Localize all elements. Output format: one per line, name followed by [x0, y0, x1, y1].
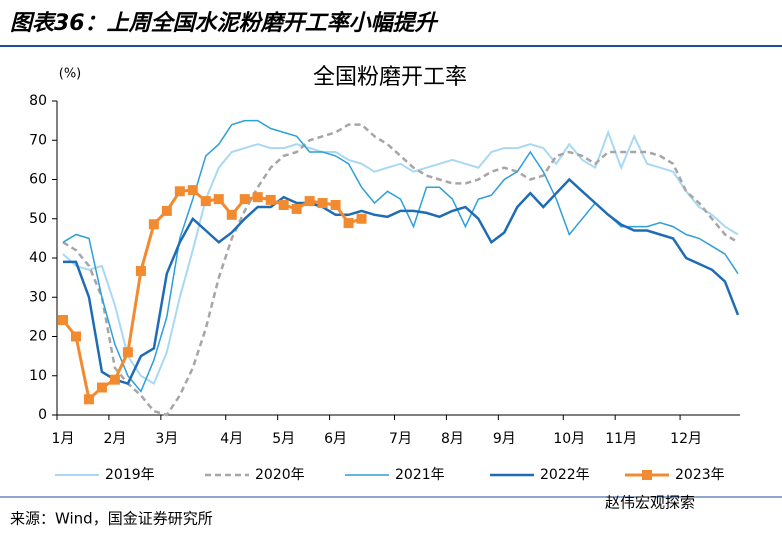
point-marker — [174, 186, 185, 197]
series-line — [61, 188, 363, 403]
point-marker — [122, 347, 133, 358]
y-tick-label: 70 — [29, 132, 47, 148]
y-tick-label: 60 — [29, 172, 47, 188]
point-marker — [96, 382, 107, 393]
series-line — [62, 129, 739, 386]
point-marker — [239, 194, 250, 205]
legend-label: 2021年 — [395, 467, 445, 483]
legend-label: 2023年 — [675, 467, 725, 483]
point-marker — [70, 331, 81, 342]
legend-marker — [642, 470, 652, 480]
x-tick-label: 2月 — [103, 431, 126, 447]
legend-label: 2022年 — [540, 467, 590, 483]
x-tick-label: 3月 — [155, 431, 178, 447]
point-marker — [58, 315, 68, 326]
legend-label: 2020年 — [255, 467, 305, 483]
series-line — [63, 177, 740, 386]
point-marker — [148, 219, 159, 230]
x-tick-label: 11月 — [605, 431, 637, 447]
x-tick-label: 4月 — [220, 431, 243, 447]
chart-title: 全国粉磨开工率 — [313, 65, 467, 90]
point-marker — [252, 192, 263, 203]
point-marker — [83, 394, 94, 405]
y-tick-label: 30 — [29, 289, 47, 305]
point-marker — [109, 374, 120, 385]
point-marker — [278, 200, 289, 211]
x-tick-label: 7月 — [389, 431, 412, 447]
series-line — [62, 119, 739, 393]
source: 来源：Wind，国金证券研究所 — [10, 510, 213, 528]
y-tick-label: 50 — [29, 211, 47, 227]
series-line — [62, 123, 739, 417]
y-tick-label: 0 — [38, 407, 47, 423]
y-tick-label: 20 — [29, 329, 47, 345]
header: 图表36：上周全国水泥粉磨开工率小幅提升 — [10, 10, 439, 36]
point-marker — [317, 198, 328, 209]
point-marker — [226, 209, 237, 220]
point-marker — [187, 185, 198, 196]
point-marker — [330, 200, 341, 211]
y-unit: (%) — [59, 67, 82, 82]
x-tick-label: 5月 — [272, 431, 295, 447]
point-marker — [291, 203, 302, 214]
point-marker — [343, 218, 354, 229]
y-tick-label: 80 — [29, 93, 47, 109]
point-marker — [161, 205, 172, 216]
point-marker — [356, 213, 367, 224]
point-marker — [265, 194, 276, 205]
point-marker — [304, 196, 315, 207]
x-tick-label: 6月 — [324, 431, 347, 447]
x-tick-label: 10月 — [553, 431, 585, 447]
y-tick-label: 10 — [29, 368, 47, 384]
x-tick-label: 12月 — [670, 431, 702, 447]
x-tick-label: 9月 — [493, 431, 516, 447]
y-tick-label: 40 — [29, 250, 47, 266]
point-marker — [135, 265, 146, 276]
x-tick-label: 1月 — [52, 431, 75, 447]
point-marker — [213, 194, 224, 205]
point-marker — [200, 196, 211, 207]
watermark: 赵伟宏观探索 — [605, 494, 695, 512]
legend-label: 2019年 — [105, 467, 155, 483]
x-tick-label: 8月 — [441, 431, 464, 447]
